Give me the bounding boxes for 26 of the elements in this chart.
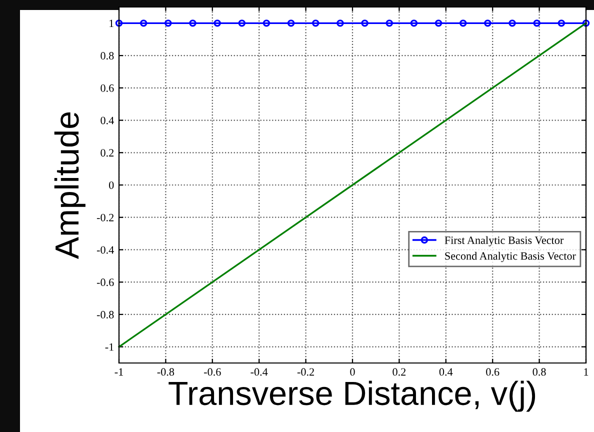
- y-tick-label: 0: [109, 181, 114, 189]
- legend-label: First Analytic Basis Vector: [444, 236, 564, 246]
- x-tick-label: 0: [350, 368, 355, 376]
- x-tick-label: -0.6: [204, 368, 221, 376]
- x-tick-label: -0.2: [297, 368, 314, 376]
- x-tick-label: 1: [584, 368, 588, 376]
- y-tick-label: 0.4: [100, 116, 114, 124]
- y-tick-label: 0.6: [100, 84, 114, 92]
- y-axis-title: Amplitude: [54, 112, 86, 260]
- legend-label: Second Analytic Basis Vector: [445, 252, 576, 262]
- x-tick-label: -0.8: [157, 368, 174, 376]
- x-axis-title: Transverse Distance, v(j): [168, 380, 536, 412]
- y-tick-label: -0.2: [96, 214, 114, 222]
- x-tick-label: -1: [114, 368, 123, 376]
- y-tick-label: 1: [110, 20, 114, 28]
- x-tick-label: 0.2: [392, 368, 406, 376]
- x-tick-label: 0.6: [486, 368, 500, 376]
- x-tick-label: 0.8: [532, 368, 546, 376]
- y-tick-label: 0.2: [100, 149, 114, 157]
- y-tick-label: -0.8: [96, 310, 114, 318]
- y-tick-label: 0.8: [100, 52, 114, 60]
- y-tick-label: -0.6: [96, 278, 114, 286]
- x-tick-label: -0.4: [250, 368, 268, 376]
- y-tick-label: -1: [105, 343, 114, 351]
- x-tick-label: 0.4: [439, 368, 453, 376]
- y-tick-label: -0.4: [96, 246, 114, 254]
